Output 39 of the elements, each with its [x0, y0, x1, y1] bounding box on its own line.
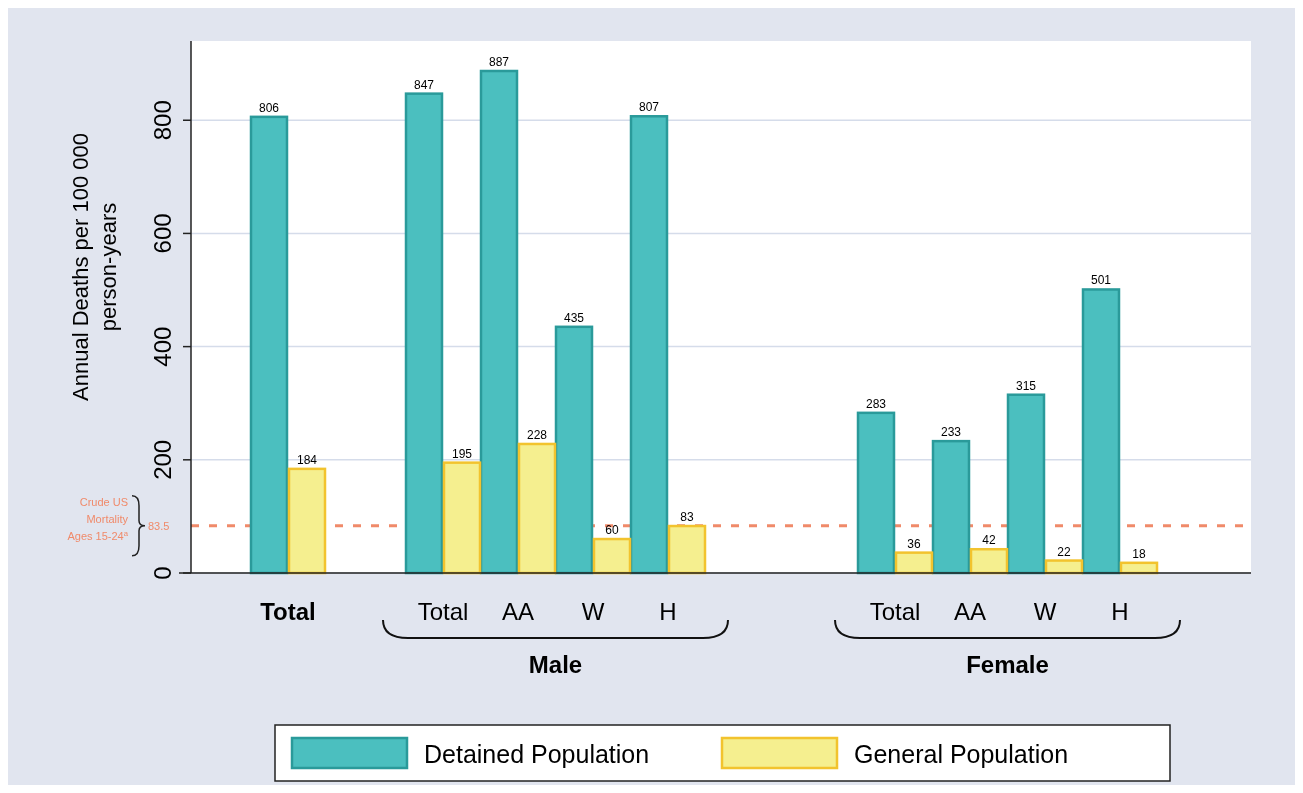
data-label: 283: [865, 396, 887, 411]
x-tick-label: Total: [417, 598, 469, 625]
x-tick-label: AA: [953, 598, 987, 625]
data-label: 228: [526, 427, 548, 442]
data-label: 195: [451, 446, 473, 461]
x-tick-label: W: [1033, 598, 1057, 625]
data-label: 806: [258, 100, 280, 115]
y-axis-title: Annual Deaths per 100 000 person-years: [68, 133, 121, 401]
y-tick-label: 200: [149, 439, 176, 480]
data-label: 36: [907, 536, 921, 551]
text: Female: [966, 651, 1049, 678]
y-tick-label: 400: [149, 326, 176, 367]
data-label: 83: [680, 510, 694, 525]
ref-line-label: Crude US Mortality Ages 15-24$^{a}$: [67, 495, 129, 542]
data-label: 184: [296, 452, 318, 467]
x-tick-label: W: [581, 598, 605, 625]
legend-label: Detained Population: [424, 740, 650, 768]
text: Male: [528, 651, 583, 678]
legend-label: General Population: [854, 740, 1069, 768]
data-label: 501: [1090, 273, 1112, 288]
data-label: 18: [1132, 546, 1146, 561]
y-tick-label: 800: [149, 100, 176, 141]
x-tick-label: Total: [869, 598, 921, 625]
data-label: 315: [1015, 378, 1037, 393]
data-label: 233: [940, 425, 962, 440]
data-label: 435: [563, 310, 585, 325]
x-tick-label: Total: [260, 598, 316, 625]
data-label: 807: [638, 100, 660, 115]
data-label: 847: [413, 77, 435, 92]
y-tick-label: 0: [149, 566, 176, 580]
y-tick-label: 600: [149, 213, 176, 254]
x-tick-label: AA: [501, 598, 535, 625]
data-label: 60: [605, 523, 619, 538]
x-tick-label: H: [659, 598, 677, 625]
data-label: 42: [982, 533, 996, 548]
text: 83.5: [148, 519, 170, 532]
data-label: 22: [1057, 544, 1071, 559]
data-label: 887: [488, 55, 510, 69]
x-tick-label: H: [1111, 598, 1129, 625]
